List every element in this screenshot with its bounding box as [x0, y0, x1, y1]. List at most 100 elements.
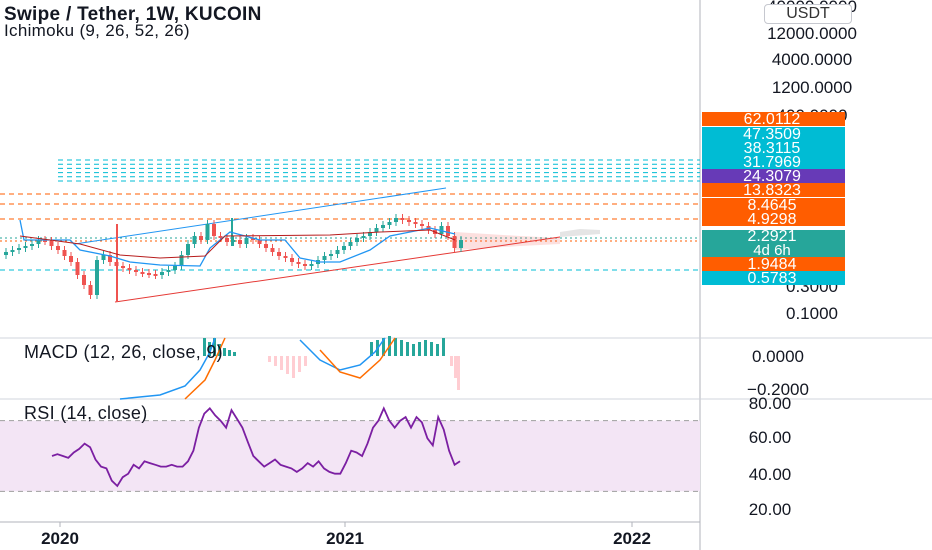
macd-histogram-bar — [233, 352, 236, 356]
price-tag-label: 1.9484 — [748, 256, 797, 273]
macd-histogram-bar — [304, 356, 307, 366]
macd-histogram-bar — [370, 342, 373, 356]
macd-axis-tick-label: −0.2000 — [747, 380, 809, 399]
candle-body — [108, 255, 112, 262]
macd-histogram-bar — [394, 338, 397, 356]
currency-button[interactable]: USDT — [764, 4, 852, 24]
macd-line — [299, 337, 386, 371]
macd-histogram-bar — [298, 356, 301, 372]
candle-body — [439, 226, 444, 234]
candle-body — [283, 256, 288, 258]
price-tag — [702, 230, 845, 258]
candle-body — [166, 270, 171, 272]
candle-body — [290, 258, 294, 262]
candle-body — [127, 268, 132, 270]
candle-body — [17, 248, 21, 250]
candle-body — [225, 238, 229, 242]
candle-body — [257, 240, 262, 244]
candle-body — [335, 250, 340, 254]
candle-body — [179, 255, 184, 266]
macd-signal-line — [184, 337, 226, 400]
macd-histogram-bar — [457, 356, 460, 390]
candle-body — [56, 246, 60, 250]
price-tag — [702, 271, 845, 285]
macd-histogram-bar — [274, 356, 277, 366]
candle-body — [413, 222, 418, 224]
macd-histogram-bar — [454, 356, 457, 378]
ichimoku-conversion-line — [19, 219, 456, 267]
candle-body — [205, 224, 210, 240]
candle-body — [218, 236, 223, 238]
candle-body — [420, 224, 424, 226]
price-tag — [702, 127, 845, 141]
candle-body — [153, 274, 158, 276]
candle-body — [199, 236, 203, 240]
indicator-ichimoku-label: Ichimoku (9, 26, 52, 26) — [4, 21, 190, 40]
candle-body — [251, 238, 255, 240]
macd-histogram-bar — [400, 340, 403, 356]
macd-histogram-bar — [424, 340, 427, 356]
candle-body — [43, 240, 47, 242]
candle-body — [10, 250, 15, 252]
candle-body — [303, 264, 307, 266]
candle-body — [95, 260, 99, 295]
price-tag-label: 62.0112 — [744, 111, 801, 128]
candle-body — [452, 236, 457, 248]
price-axis-tick-label: 12000.0000 — [767, 24, 857, 43]
rsi-axis-tick-label: 60.00 — [749, 428, 792, 447]
candle-body — [160, 272, 164, 275]
candle-body — [407, 220, 411, 222]
price-tag — [702, 198, 845, 212]
candle-body — [342, 246, 346, 250]
price-tag-label: 8.4645 — [748, 197, 797, 214]
macd-histogram-bar — [412, 344, 415, 356]
macd-histogram-bar — [450, 356, 453, 366]
time-axis-tick-label: 2020 — [41, 529, 79, 548]
candle-body — [192, 236, 197, 244]
price-tag-label: 47.3509 — [743, 126, 801, 143]
candle-body — [374, 228, 379, 232]
candle-body — [329, 254, 333, 256]
macd-histogram-bar — [418, 342, 421, 356]
candle-body — [355, 238, 359, 242]
candle-body — [36, 240, 41, 244]
candle-body — [309, 264, 314, 266]
macd-histogram-bar — [406, 342, 409, 356]
price-tag-label: 0.5783 — [748, 270, 797, 287]
chart-title: Swipe / Tether, 1W, KUCOIN — [4, 4, 262, 25]
candle-body — [387, 222, 392, 225]
candle-body — [231, 240, 236, 242]
candle-body — [23, 246, 28, 248]
price-tag — [702, 257, 845, 271]
candle-body — [173, 266, 177, 270]
price-axis-tick-label: 0.1000 — [786, 304, 838, 323]
candle-body — [82, 275, 86, 285]
candle-body — [238, 240, 242, 244]
macd-line — [119, 337, 216, 400]
macd-histogram-bar — [436, 344, 439, 356]
candle-body — [381, 225, 385, 228]
candle-body — [62, 250, 67, 256]
rsi-band — [0, 420, 700, 492]
macd-histogram-bar — [442, 338, 445, 356]
macd-histogram-bar — [203, 338, 206, 356]
price-tag-label: 2.2921 — [748, 228, 797, 245]
candle-body — [69, 256, 73, 262]
candle-body — [244, 238, 249, 244]
macd-histogram-bar — [213, 338, 216, 356]
candle-body — [140, 272, 145, 274]
candle-body — [101, 255, 106, 260]
candle-body — [264, 244, 268, 248]
rsi-label: RSI (14, close) — [24, 403, 148, 423]
candle-body — [147, 273, 151, 275]
macd-histogram-bar — [223, 348, 226, 356]
time-axis-tick-label: 2021 — [326, 529, 364, 548]
price-tag-countdown: 4d 6h — [753, 242, 791, 259]
candle-body — [88, 285, 93, 295]
macd-histogram-bar — [292, 356, 295, 378]
time-axis-tick-label: 2022 — [613, 529, 651, 548]
macd-histogram-bar — [382, 338, 385, 356]
ichimoku-cloud — [455, 232, 560, 250]
price-tag — [702, 169, 845, 183]
